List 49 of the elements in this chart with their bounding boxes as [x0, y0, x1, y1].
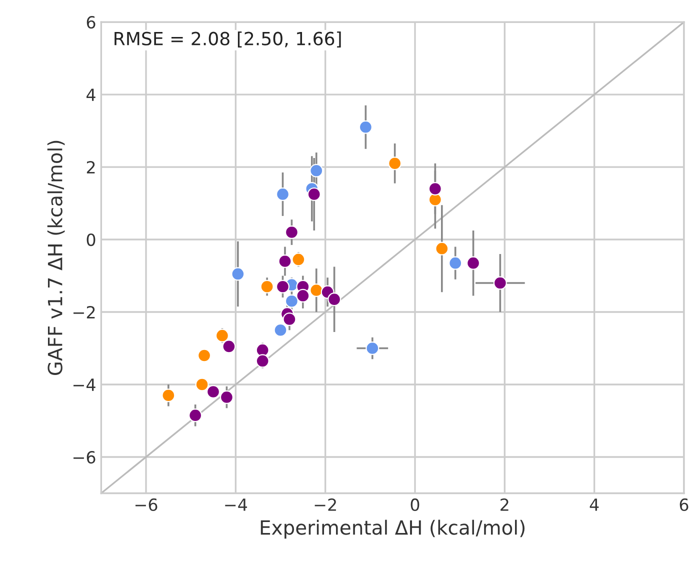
point	[358, 120, 372, 134]
x-axis-title: Experimental ΔH (kcal/mol)	[260, 520, 525, 539]
y-axis-title: GAFF v1.7 ΔH (kcal/mol)	[47, 140, 65, 375]
x-tick-label: −6	[135, 498, 158, 512]
point	[276, 280, 290, 294]
annotation: RMSE = 2.08 [2.50, 1.66]	[114, 31, 341, 48]
point	[428, 182, 442, 196]
point	[388, 156, 402, 170]
point	[260, 280, 274, 294]
x-tick-label: −4	[225, 498, 248, 511]
point	[231, 267, 245, 281]
y-tick-label: 6	[86, 16, 96, 29]
point	[282, 312, 296, 326]
point	[284, 226, 298, 240]
y-tick-label: 0	[86, 233, 96, 246]
point	[222, 340, 236, 354]
point	[310, 283, 324, 298]
point	[276, 187, 290, 201]
point	[292, 252, 306, 266]
x-tick-label: 2	[500, 498, 508, 511]
point	[220, 390, 234, 404]
point	[296, 288, 310, 302]
y-tick-label: 2	[86, 160, 95, 174]
x-tick-label: 4	[590, 498, 599, 511]
point	[215, 328, 229, 342]
point	[162, 388, 176, 402]
point	[366, 341, 380, 356]
x-tick-label: 6	[680, 498, 688, 512]
x-tick-label: 0	[410, 498, 420, 512]
point	[274, 323, 288, 337]
y-tick-label: −2	[74, 306, 95, 318]
y-tick-label: 4	[86, 88, 96, 101]
point	[188, 408, 202, 422]
y-tick-label: −4	[74, 378, 96, 391]
point	[206, 384, 220, 399]
x-tick-label: −2	[314, 498, 336, 511]
point	[448, 256, 462, 270]
point	[328, 292, 342, 306]
point	[195, 378, 209, 392]
point	[310, 164, 324, 178]
point	[435, 242, 449, 256]
point	[284, 294, 298, 308]
y-tick-label: −6	[74, 450, 96, 464]
point	[493, 276, 507, 290]
point	[307, 187, 321, 201]
point	[466, 256, 480, 270]
point	[428, 192, 442, 206]
point	[278, 254, 292, 268]
point	[198, 348, 212, 362]
